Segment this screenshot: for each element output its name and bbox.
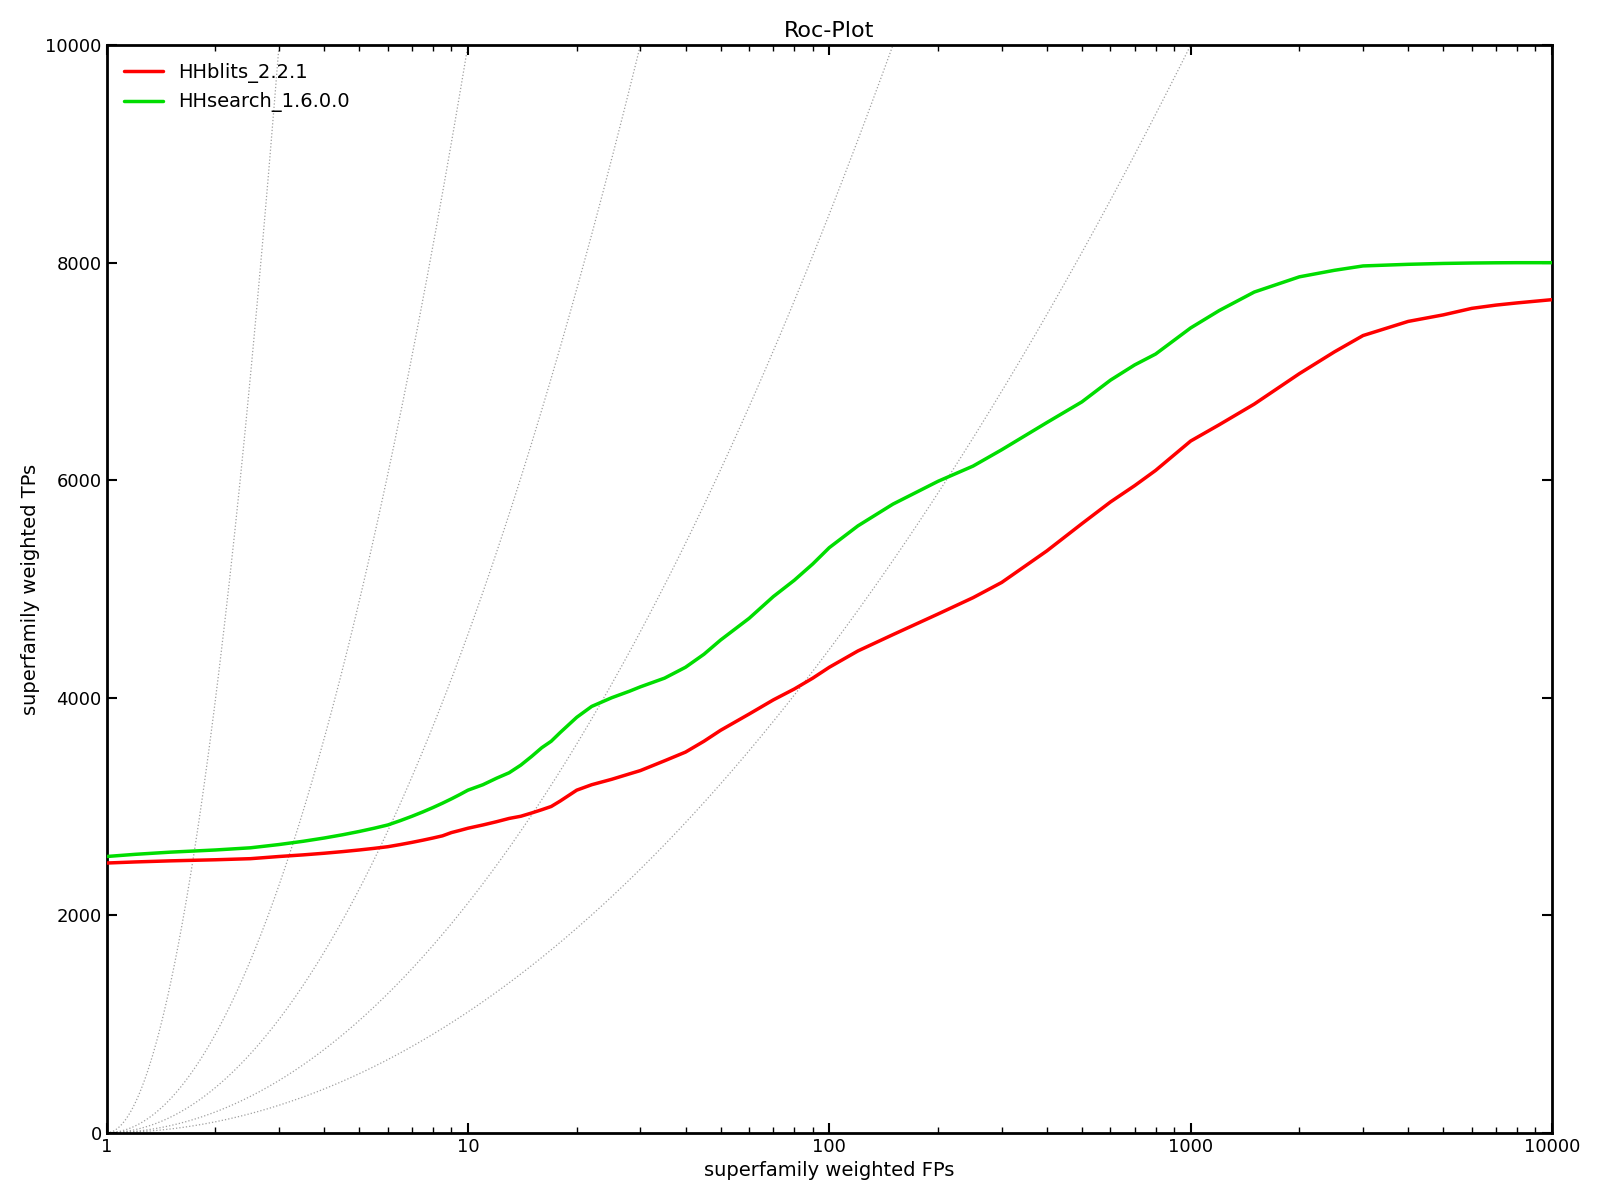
HHblits_2.2.1 (1542, 293, 1561, 307)
HHsearch_1.6.0.0 (1508, 256, 1527, 270)
HHsearch_1.6.0.0 (541, 734, 560, 748)
Legend: HHblits_2.2.1, HHsearch_1.6.0.0: HHblits_2.2.1, HHsearch_1.6.0.0 (117, 55, 359, 120)
HHsearch_1.6.0.0 (820, 540, 839, 555)
HHsearch_1.6.0.0 (804, 557, 823, 572)
X-axis label: superfamily weighted FPs: superfamily weighted FPs (704, 1161, 954, 1181)
HHblits_2.2.1 (804, 671, 823, 686)
HHsearch_1.6.0.0 (620, 685, 639, 699)
HHsearch_1.6.0.0 (1542, 256, 1561, 270)
HHblits_2.2.1 (98, 856, 117, 871)
HHsearch_1.6.0.0 (333, 827, 352, 842)
HHblits_2.2.1 (695, 734, 714, 748)
Title: Roc-Plot: Roc-Plot (784, 20, 874, 41)
HHblits_2.2.1 (333, 844, 352, 859)
HHblits_2.2.1 (541, 800, 560, 814)
HHsearch_1.6.0.0 (695, 647, 714, 662)
Line: HHsearch_1.6.0.0: HHsearch_1.6.0.0 (107, 263, 1551, 856)
HHsearch_1.6.0.0 (98, 849, 117, 864)
Y-axis label: superfamily weighted TPs: superfamily weighted TPs (21, 464, 40, 715)
Line: HHblits_2.2.1: HHblits_2.2.1 (107, 300, 1551, 864)
HHblits_2.2.1 (620, 766, 639, 781)
HHblits_2.2.1 (820, 661, 839, 675)
